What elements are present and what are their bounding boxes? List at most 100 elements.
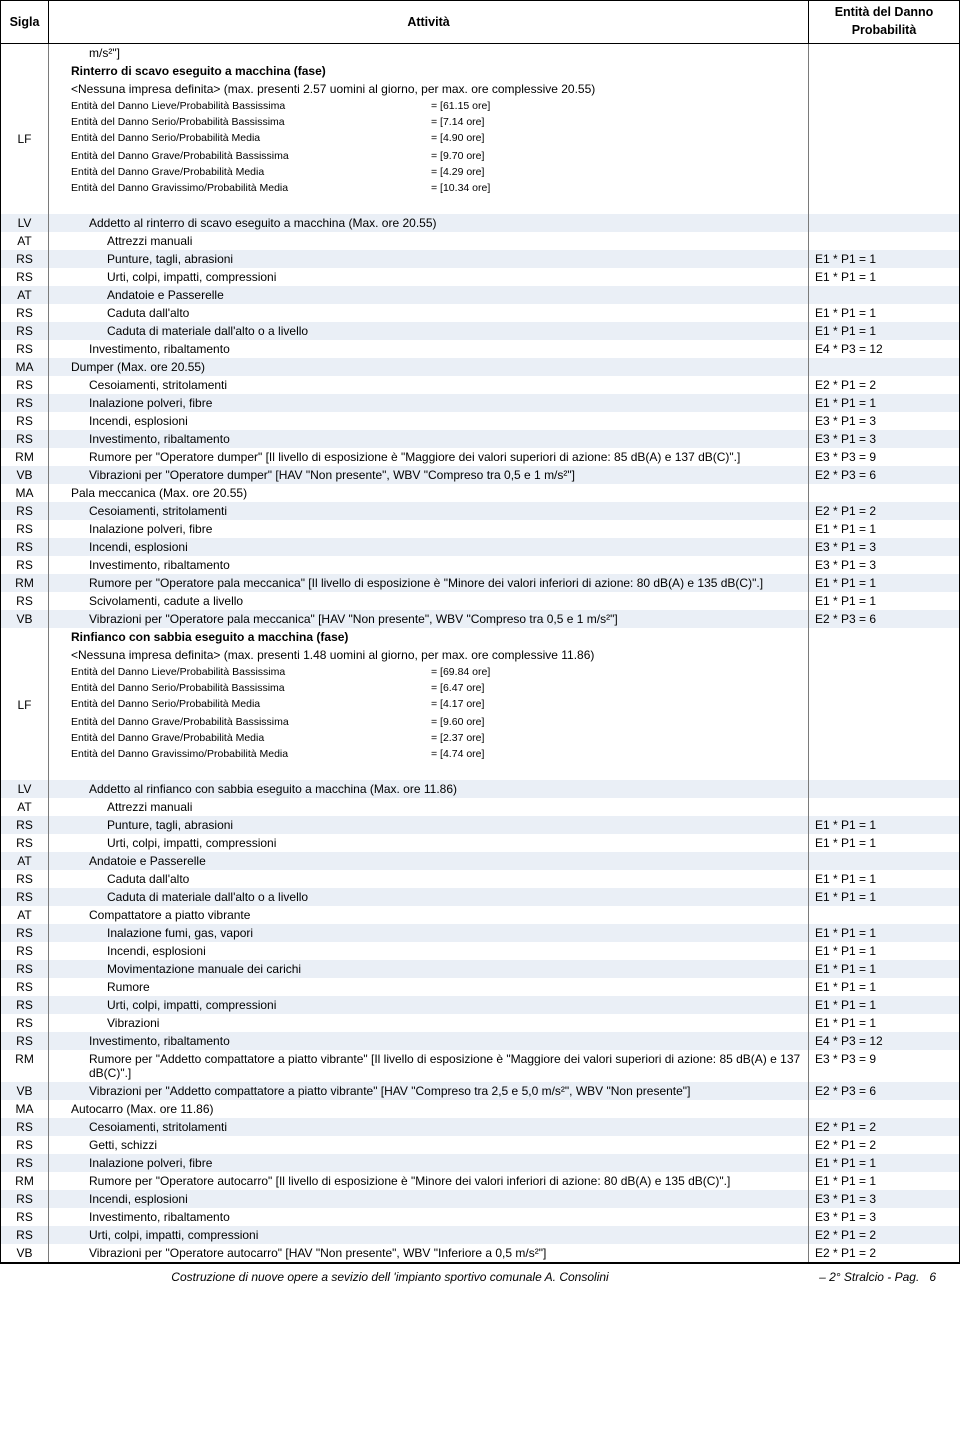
attivita-cell: Inalazione polveri, fibre [49, 520, 809, 538]
table-row: <Nessuna impresa definita> (max. present… [1, 646, 959, 664]
activity-text: <Nessuna impresa definita> (max. present… [53, 82, 804, 96]
activity-text: Dumper (Max. ore 20.55) [53, 360, 804, 374]
damage-probability-label: Entità del Danno Grave/Probabilità Bassi… [71, 716, 431, 728]
activity-text: Movimentazione manuale dei carichi [53, 962, 804, 976]
table-row: RSCesoiamenti, stritolamentiE2 * P1 = 2 [1, 502, 959, 520]
sigla-cell: RS [1, 834, 49, 852]
sigla-cell: RS [1, 996, 49, 1014]
footer-page: – 2° Stralcio - Pag. 6 [776, 1270, 956, 1284]
sigla-cell: AT [1, 286, 49, 304]
attivita-cell: Urti, colpi, impatti, compressioni [49, 1226, 809, 1244]
activity-text: Rumore per "Operatore dumper" [Il livell… [53, 450, 804, 464]
activity-text: Inalazione polveri, fibre [53, 396, 804, 410]
sigla-cell: RS [1, 268, 49, 286]
table-row: AT Andatoie e Passerelle [1, 852, 959, 870]
danno-cell [809, 80, 959, 98]
attivita-cell [49, 196, 809, 214]
sigla-cell: AT [1, 852, 49, 870]
danno-cell: E1 * P1 = 1 [809, 888, 959, 906]
sigla-cell [1, 180, 49, 196]
damage-probability-value: = [7.14 ore] [431, 116, 484, 128]
activity-text: Cesoiamenti, stritolamenti [53, 1120, 804, 1134]
damage-probability-label: Entità del Danno Lieve/Probabilità Bassi… [71, 666, 431, 678]
table-row: RMRumore per "Operatore pala meccanica" … [1, 574, 959, 592]
danno-cell: E4 * P3 = 12 [809, 1032, 959, 1050]
attivita-cell: Entità del Danno Lieve/Probabilità Bassi… [49, 98, 809, 114]
activity-text: Andatoie e Passerelle [53, 854, 804, 868]
activity-text: m/s²"] [53, 46, 804, 60]
activity-text: Vibrazioni per "Addetto compattatore a p… [53, 1084, 804, 1098]
damage-probability-label: Entità del Danno Gravissimo/Probabilità … [71, 182, 431, 194]
danno-cell: E2 * P3 = 6 [809, 466, 959, 484]
attivita-cell: Entità del Danno Serio/Probabilità Media… [49, 130, 809, 148]
attivita-cell: Investimento, ribaltamento [49, 1032, 809, 1050]
activity-text: Urti, colpi, impatti, compressioni [53, 1228, 804, 1242]
table-body: m/s²"] Rinterro di scavo eseguito a macch… [1, 44, 959, 1262]
danno-cell: E3 * P3 = 9 [809, 448, 959, 466]
attivita-cell: Compattatore a piatto vibrante [49, 906, 809, 924]
danno-cell [809, 484, 959, 502]
attivita-cell: Addetto al rinfianco con sabbia eseguito… [49, 780, 809, 798]
sigla-cell: RS [1, 1226, 49, 1244]
danno-cell: E1 * P1 = 1 [809, 960, 959, 978]
attivita-cell: Investimento, ribaltamento [49, 1208, 809, 1226]
sigla-cell: MA [1, 358, 49, 376]
sigla-cell: AT [1, 232, 49, 250]
danno-cell [809, 780, 959, 798]
sigla-cell: RS [1, 1190, 49, 1208]
table-row: MAAutocarro (Max. ore 11.86) [1, 1100, 959, 1118]
table-row: m/s²"] [1, 44, 959, 62]
activity-text: Urti, colpi, impatti, compressioni [53, 270, 804, 284]
danno-cell: E1 * P1 = 1 [809, 1154, 959, 1172]
activity-text: Vibrazioni per "Operatore dumper" [HAV "… [53, 468, 804, 482]
danno-cell: E1 * P1 = 1 [809, 870, 959, 888]
danno-cell [809, 730, 959, 746]
table-row: Entità del Danno Serio/Probabilità Bassi… [1, 114, 959, 130]
activity-text: Incendi, esplosioni [53, 1192, 804, 1206]
sigla-cell: RM [1, 1050, 49, 1082]
attivita-cell: Rumore per "Operatore autocarro" [Il liv… [49, 1172, 809, 1190]
sigla-cell: RS [1, 816, 49, 834]
sigla-cell: RM [1, 1172, 49, 1190]
attivita-cell: Vibrazioni per "Addetto compattatore a p… [49, 1082, 809, 1100]
table-row: RSInvestimento, ribaltamentoE4 * P3 = 12 [1, 1032, 959, 1050]
table-row: RSInalazione polveri, fibreE1 * P1 = 1 [1, 520, 959, 538]
table-row: RSCesoiamenti, stritolamentiE2 * P1 = 2 [1, 1118, 959, 1136]
activity-text: Investimento, ribaltamento [53, 1034, 804, 1048]
damage-probability-value: = [61.15 ore] [431, 100, 490, 112]
activity-text: Incendi, esplosioni [53, 944, 804, 958]
table-row: RSUrti, colpi, impatti, compressioniE1 *… [1, 996, 959, 1014]
table-header: Sigla Attività Entità del Danno Probabil… [1, 1, 959, 44]
sigla-cell: AT [1, 798, 49, 816]
attivita-cell: <Nessuna impresa definita> (max. present… [49, 646, 809, 664]
danno-cell: E2 * P1 = 2 [809, 1118, 959, 1136]
attivita-cell [49, 762, 809, 780]
damage-probability-label: Entità del Danno Grave/Probabilità Bassi… [71, 150, 431, 162]
danno-cell: E1 * P1 = 1 [809, 978, 959, 996]
activity-text: Andatoie e Passerelle [53, 288, 804, 302]
damage-probability-label: Entità del Danno Grave/Probabilità Media [71, 166, 431, 178]
page-footer: Costruzione di nuove opere a sevizio del… [0, 1263, 960, 1288]
attivita-cell: Vibrazioni per "Operatore pala meccanica… [49, 610, 809, 628]
danno-cell: E1 * P1 = 1 [809, 816, 959, 834]
attivita-cell: Attrezzi manuali [49, 232, 809, 250]
sigla-cell [1, 730, 49, 746]
sigla-cell [1, 98, 49, 114]
activity-text: Attrezzi manuali [53, 234, 804, 248]
sigla-cell: RS [1, 376, 49, 394]
header-sigla: Sigla [1, 1, 49, 43]
table-row: LFEntità del Danno Serio/Probabilità Med… [1, 130, 959, 148]
sigla-cell: RS [1, 1154, 49, 1172]
table-row: ATCompattatore a piatto vibrante [1, 906, 959, 924]
header-danno-line1: Entità del Danno [811, 4, 957, 22]
attivita-cell: Movimentazione manuale dei carichi [49, 960, 809, 978]
sigla-cell: VB [1, 610, 49, 628]
activity-text: Vibrazioni [53, 1016, 804, 1030]
danno-cell [809, 98, 959, 114]
activity-text: Inalazione fumi, gas, vapori [53, 926, 804, 940]
damage-probability-label: Entità del Danno Serio/Probabilità Media [71, 132, 431, 144]
sigla-cell: VB [1, 466, 49, 484]
attivita-cell: Punture, tagli, abrasioni [49, 816, 809, 834]
attivita-cell: Entità del Danno Gravissimo/Probabilità … [49, 180, 809, 196]
activity-text: Rinterro di scavo eseguito a macchina (f… [53, 64, 804, 78]
